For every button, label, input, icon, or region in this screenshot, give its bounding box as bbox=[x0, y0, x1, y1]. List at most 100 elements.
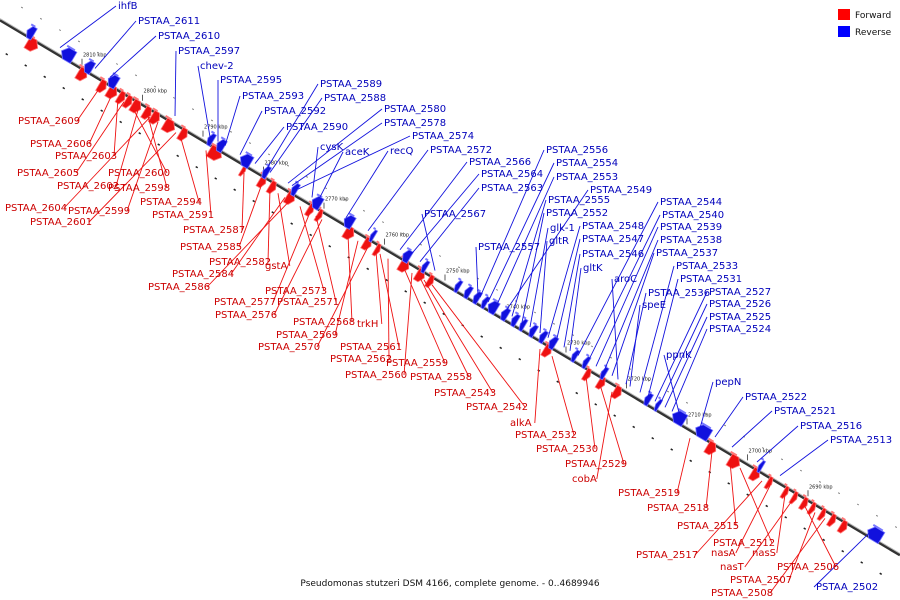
reverse-gene-label: PSTAA_2580 bbox=[384, 104, 446, 115]
axis-dash bbox=[860, 561, 864, 564]
axis-dash bbox=[613, 414, 617, 417]
label-leader-line bbox=[599, 384, 625, 465]
axis-dash bbox=[632, 425, 636, 429]
reverse-gene-label: PSTAA_2574 bbox=[412, 131, 474, 142]
reverse-gene-label: PSTAA_2547 bbox=[582, 234, 644, 245]
figure-caption: Pseudomonas stutzeri DSM 4166, complete … bbox=[300, 579, 599, 589]
axis-dash bbox=[214, 177, 218, 180]
axis-dash bbox=[803, 527, 807, 530]
axis-dash bbox=[366, 267, 370, 271]
forward-gene-label: PSTAA_2543 bbox=[434, 388, 496, 399]
label-leader-line bbox=[813, 530, 873, 588]
label-leader-line bbox=[779, 439, 829, 477]
axis-dash bbox=[723, 424, 727, 427]
label-leader-line bbox=[534, 348, 541, 424]
forward-gene-arrow-shade bbox=[270, 177, 275, 182]
forward-gene-label: PSTAA_2518 bbox=[647, 503, 709, 514]
axis-dash bbox=[62, 86, 66, 90]
axis-dash bbox=[480, 335, 484, 338]
axis-dash bbox=[248, 142, 252, 144]
forward-gene-label: PSTAA_2571 bbox=[277, 297, 339, 308]
reverse-gene-label: PSTAA_2563 bbox=[481, 183, 543, 194]
forward-gene-arrow bbox=[580, 367, 592, 382]
forward-gene-label: PSTAA_2582 bbox=[209, 257, 271, 268]
axis-dash bbox=[647, 379, 651, 382]
label-leader-line bbox=[269, 97, 323, 173]
label-leader-line bbox=[769, 518, 826, 594]
reverse-gene-label: ppnK bbox=[666, 350, 692, 361]
kbp-tick-label: 2690 kbp bbox=[809, 484, 833, 490]
forward-gene-arrow bbox=[797, 496, 809, 511]
axis-dash bbox=[837, 492, 841, 495]
reverse-gene-arrow bbox=[500, 307, 512, 323]
reverse-gene-arrow-shade bbox=[210, 130, 216, 135]
axis-dash bbox=[210, 119, 214, 122]
axis-dash bbox=[43, 75, 47, 79]
label-leader-line bbox=[495, 176, 555, 308]
legend-forward-swatch bbox=[838, 9, 850, 20]
reverse-gene-arrow bbox=[518, 318, 529, 333]
reverse-gene-label: aceK bbox=[345, 147, 370, 158]
label-leader-line bbox=[315, 215, 337, 303]
forward-gene-arrow bbox=[160, 117, 176, 134]
reverse-gene-label: PSTAA_2521 bbox=[774, 406, 836, 417]
label-leader-line bbox=[230, 197, 286, 275]
reverse-gene-label: PSTAA_2590 bbox=[286, 122, 348, 133]
reverse-gene-arrow-shade bbox=[373, 227, 377, 230]
reverse-gene-label: PSTAA_2527 bbox=[709, 287, 771, 298]
forward-gene-arrow-shade bbox=[376, 240, 380, 244]
forward-gene-arrow bbox=[816, 507, 827, 522]
forward-gene-label: nasS bbox=[752, 548, 776, 559]
forward-gene-arrow-shade bbox=[821, 504, 825, 509]
reverse-gene-label: PSTAA_2556 bbox=[546, 145, 608, 156]
axis-dash bbox=[818, 480, 822, 483]
forward-gene-arrow bbox=[341, 224, 355, 241]
label-leader-line bbox=[739, 467, 773, 544]
forward-gene-arrow bbox=[806, 501, 817, 516]
reverse-gene-label: PSTAA_2537 bbox=[656, 248, 718, 259]
axis-dash bbox=[343, 198, 347, 201]
reverse-gene-label: PSTAA_2555 bbox=[548, 195, 610, 206]
label-leader-line bbox=[311, 146, 319, 198]
reverse-gene-arrow bbox=[487, 300, 501, 316]
label-leader-line bbox=[419, 277, 470, 378]
reverse-gene-arrow-shade bbox=[532, 322, 538, 326]
axis-dash bbox=[423, 301, 427, 304]
label-leader-line bbox=[639, 265, 675, 393]
axis-dash bbox=[400, 232, 404, 235]
axis-dashes bbox=[5, 6, 898, 576]
kbp-tick-label: 2720 kbp bbox=[628, 376, 652, 382]
forward-gene-label: PSTAA_2562 bbox=[330, 354, 392, 365]
label-leader-line bbox=[603, 239, 659, 372]
reverse-gene-label: PSTAA_2526 bbox=[709, 299, 771, 310]
forward-gene-arrow-shade bbox=[308, 200, 313, 204]
axis-dash bbox=[134, 74, 138, 77]
forward-gene-label: PSTAA_2577 bbox=[214, 297, 276, 308]
label-leader-line bbox=[387, 258, 390, 360]
label-leader-line bbox=[239, 110, 263, 155]
label-leader-line bbox=[88, 94, 113, 145]
forward-gene-label: PSTAA_2576 bbox=[215, 310, 277, 321]
axis-dash bbox=[191, 108, 195, 111]
reverse-gene-arrow-shade bbox=[457, 277, 462, 281]
reverse-gene-arrow bbox=[26, 25, 38, 41]
label-leader-line bbox=[272, 212, 311, 303]
reverse-gene-label: PSTAA_2538 bbox=[660, 235, 722, 246]
reverse-gene-label: PSTAA_2525 bbox=[709, 312, 771, 323]
forward-gene-arrow-shade bbox=[707, 437, 715, 443]
label-leader-line bbox=[729, 461, 737, 527]
legend-reverse-swatch bbox=[838, 26, 850, 37]
forward-gene-arrow-shade bbox=[78, 63, 86, 69]
forward-gene-label: gstA bbox=[265, 261, 287, 272]
reverse-gene-arrow-shade bbox=[585, 353, 590, 357]
reverse-gene-label: PSTAA_2593 bbox=[242, 91, 304, 102]
reverse-gene-label: PSTAA_2544 bbox=[660, 197, 722, 208]
axis-dash bbox=[784, 516, 788, 519]
reverse-gene-arrow-shade bbox=[492, 298, 499, 303]
axis-dash bbox=[324, 187, 328, 190]
forward-gene-arrow-shade bbox=[132, 95, 140, 101]
reverse-gene-label: speE bbox=[642, 300, 666, 311]
forward-gene-arrow bbox=[825, 512, 837, 528]
label-leader-line bbox=[367, 149, 429, 232]
forward-gene-arrow-shade bbox=[119, 87, 124, 92]
